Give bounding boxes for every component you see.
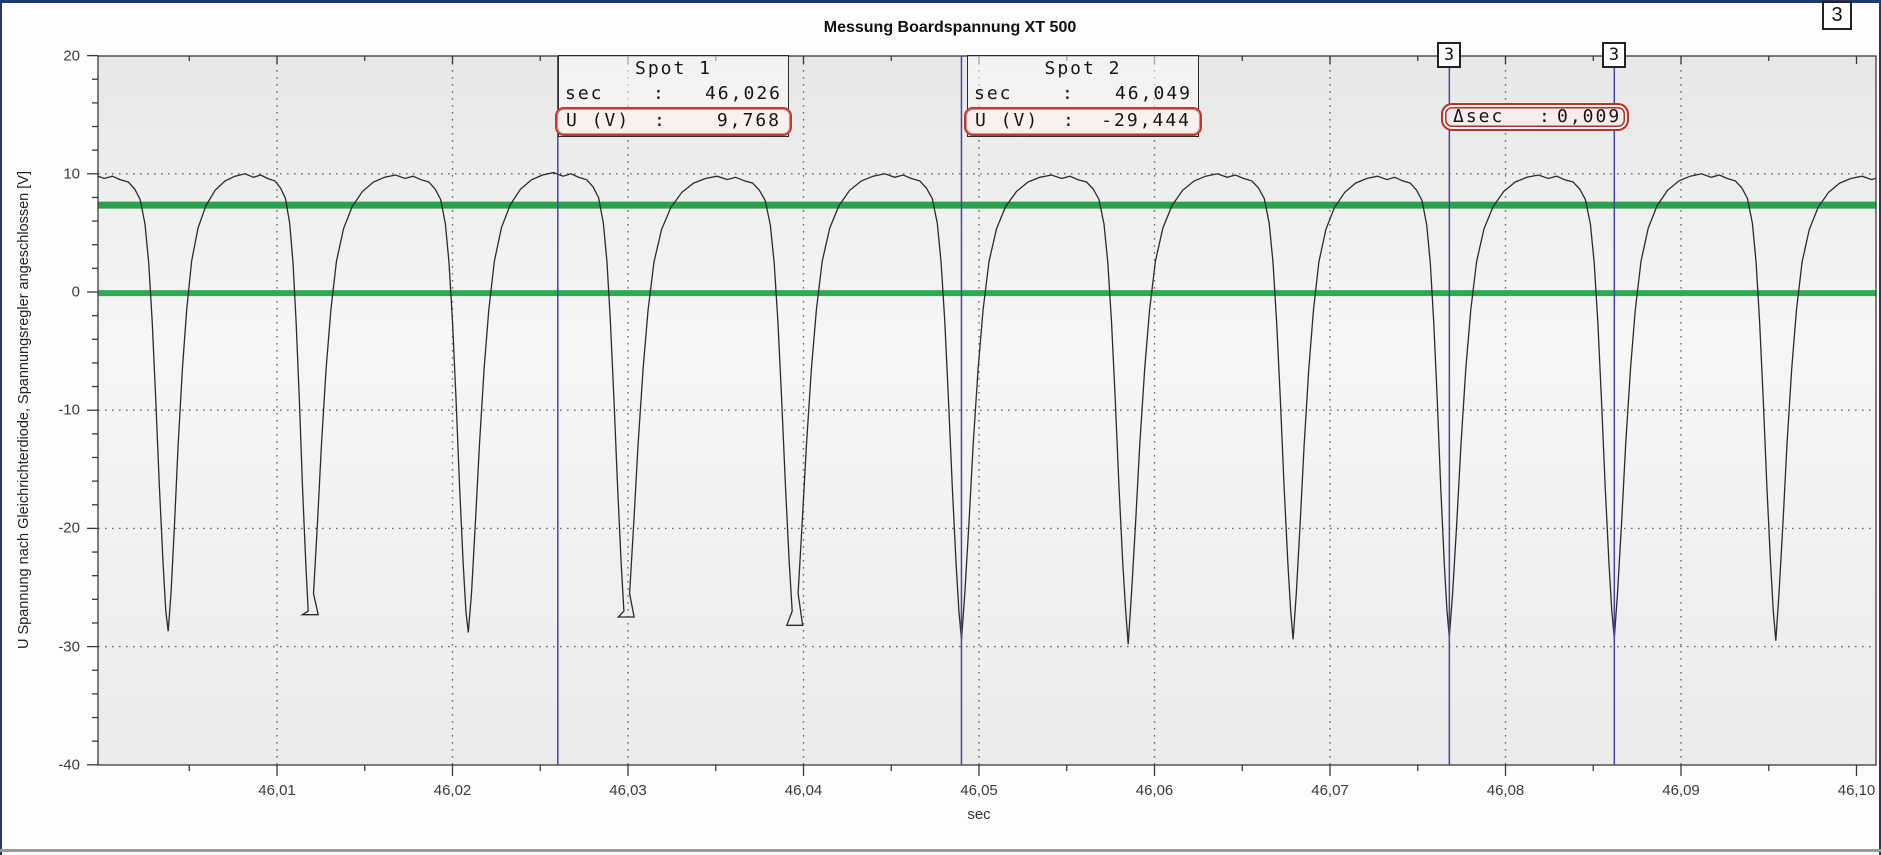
x-tick-label: 46,03	[609, 782, 647, 799]
spot-1-voltage-label: U (V)	[566, 110, 631, 131]
x-tick-label: 46,10	[1837, 782, 1876, 799]
spot-1-sec-row: sec : 46,026	[559, 81, 788, 106]
window-border-left	[0, 0, 2, 855]
delta-sec-value: 0,009	[1557, 106, 1622, 127]
spot-2-readout: Spot 2 sec : 46,049 U (V) : -29,444	[964, 55, 1202, 137]
voltage-waveform	[98, 171, 1876, 645]
colon-separator: :	[653, 83, 666, 104]
spot-2-voltage-label: U (V)	[975, 110, 1040, 131]
y-axis-title: U Spannung nach Gleichrichterdiode, Span…	[16, 170, 32, 650]
spot-2-sec-row: sec : 46,049	[968, 81, 1198, 106]
window-border-right	[1879, 0, 1881, 855]
y-tick-label: -40	[58, 756, 80, 774]
spot-1-voltage-row: U (V) : 9,768	[555, 107, 792, 136]
spot-1-title: Spot 1	[634, 58, 713, 79]
window-corner-badge: 3	[1822, 1, 1852, 30]
colon-separator: :	[1063, 110, 1076, 131]
x-tick-label: 46,04	[784, 782, 823, 799]
x-tick-label: 46,02	[433, 782, 472, 799]
spot-2-title: Spot 2	[1044, 58, 1122, 79]
x-tick-label: 46,08	[1486, 782, 1525, 799]
y-tick-label: -20	[58, 519, 80, 537]
window-border-bottom	[0, 849, 1881, 852]
y-tick-label: 20	[63, 47, 80, 65]
colon-separator: :	[1062, 83, 1075, 104]
spot-1-voltage-value: 9,768	[716, 110, 781, 131]
spot-2-sec-label: sec	[974, 83, 1013, 104]
delta-cursor-flag-a[interactable]: 3	[1437, 42, 1461, 68]
colon-separator: :	[654, 110, 667, 131]
x-axis-title: sec	[967, 806, 991, 823]
spot-2-voltage-row: U (V) : -29,444	[964, 107, 1202, 136]
delta-cursor-flag-b[interactable]: 3	[1602, 42, 1626, 68]
spot-1-sec-label: sec	[565, 83, 604, 104]
delta-sec-label: Δsec	[1453, 106, 1505, 127]
spot-2-voltage-value: -29,444	[1101, 110, 1191, 131]
spot-2-sec-value: 46,049	[1114, 83, 1192, 104]
spot-1-sec-value: 46,026	[704, 83, 782, 104]
y-tick-label: -10	[58, 401, 80, 419]
delta-sec-readout: Δsec : 0,009	[1441, 103, 1629, 131]
y-tick-label: 0	[71, 283, 80, 301]
x-tick-label: 46,06	[1135, 782, 1174, 799]
chart-title: Messung Boardspannung XT 500	[823, 19, 1077, 36]
spot-1-readout: Spot 1 sec : 46,026 U (V) : 9,768	[555, 55, 792, 137]
x-tick-label: 46,01	[258, 782, 296, 799]
y-tick-label: -30	[58, 638, 80, 656]
colon-separator: :	[1539, 106, 1552, 127]
axis-ticks	[87, 54, 1858, 776]
x-tick-label: 46,07	[1311, 782, 1349, 799]
y-tick-label: 10	[63, 165, 80, 183]
x-tick-label: 46,05	[960, 782, 998, 799]
window-border-top	[0, 0, 1881, 3]
x-tick-label: 46,09	[1662, 782, 1700, 799]
